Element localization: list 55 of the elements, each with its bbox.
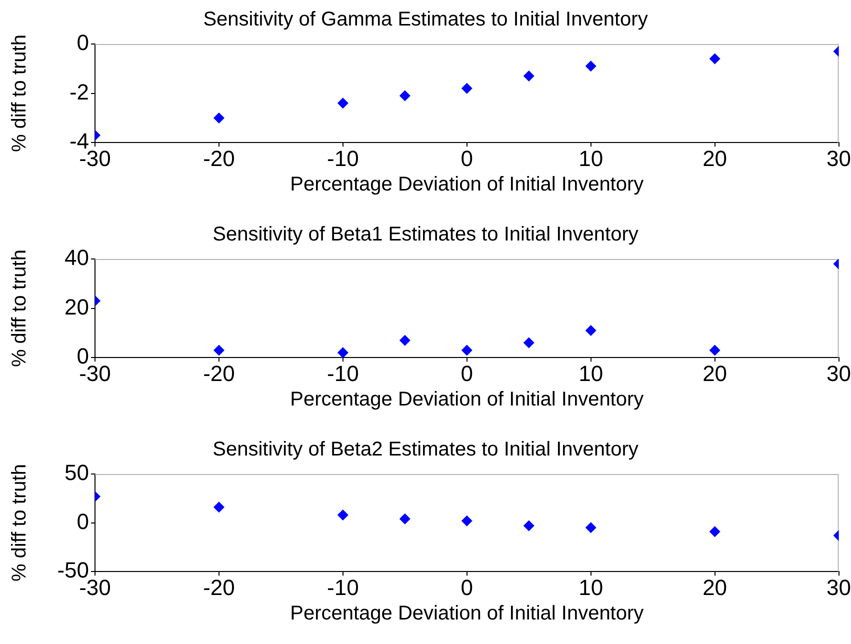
x-tick-label: 10 — [578, 360, 604, 386]
point — [709, 53, 720, 64]
x-tick-label: 0 — [460, 574, 474, 600]
point — [213, 344, 224, 356]
x-tick-label: 30 — [826, 574, 851, 600]
point — [337, 98, 348, 109]
point — [585, 324, 596, 336]
point — [337, 347, 348, 358]
point — [213, 112, 224, 124]
x-tick-label: 0 — [460, 360, 474, 386]
x-tick-label: 30 — [826, 146, 851, 171]
point — [585, 522, 596, 534]
point — [523, 520, 534, 532]
point — [461, 515, 472, 526]
y-axis-title: % diff to truth — [8, 34, 31, 152]
y-tick-label: 0 — [76, 30, 89, 56]
x-tick-label: -20 — [203, 146, 235, 171]
chart-title: Sensitivity of Beta1 Estimates to Initial Inventory — [212, 224, 638, 246]
y-axis-title: % diff to truth — [8, 250, 31, 368]
x-tick-label: -10 — [327, 574, 359, 600]
x-tick-label: -10 — [327, 360, 359, 386]
point — [399, 90, 410, 102]
x-axis-title: Percentage Deviation of Initial Inventory — [290, 602, 644, 625]
point — [709, 526, 720, 538]
y-tick-label: -2 — [69, 79, 89, 104]
x-tick-label: 20 — [702, 146, 728, 171]
point — [585, 60, 596, 72]
y-tick-label: 0 — [76, 508, 89, 534]
x-tick-label: -20 — [203, 360, 235, 386]
x-tick-label: 20 — [702, 574, 728, 600]
y-tick-label: -4 — [69, 128, 89, 154]
point — [399, 334, 410, 346]
y-axis-title: % diff to truth — [8, 464, 31, 582]
y-tick-label: 40 — [64, 245, 89, 270]
point — [709, 344, 720, 356]
x-axis-title: Percentage Deviation of Initial Inventory — [290, 174, 644, 196]
point — [461, 344, 472, 356]
point — [523, 337, 534, 348]
point — [399, 513, 410, 524]
x-axis-title: Percentage Deviation of Initial Inventory — [290, 388, 644, 411]
y-tick-label: 20 — [64, 294, 89, 320]
x-tick-label: 0 — [460, 146, 474, 171]
x-tick-label: 10 — [578, 574, 604, 600]
x-tick-label: -10 — [327, 146, 359, 171]
x-tick-label: 20 — [702, 360, 728, 386]
x-tick-label: 10 — [578, 146, 604, 171]
chart-title: Sensitivity of Beta2 Estimates to Initial Inventory — [212, 438, 638, 461]
point — [523, 70, 534, 82]
x-tick-label: -20 — [203, 574, 235, 600]
point — [213, 502, 224, 513]
point — [337, 509, 348, 520]
chart-title: Sensitivity of Gamma Estimates to Initial Inventory — [203, 8, 648, 31]
y-tick-label: 50 — [64, 460, 89, 486]
point — [461, 82, 472, 94]
x-tick-label: 30 — [826, 360, 851, 386]
